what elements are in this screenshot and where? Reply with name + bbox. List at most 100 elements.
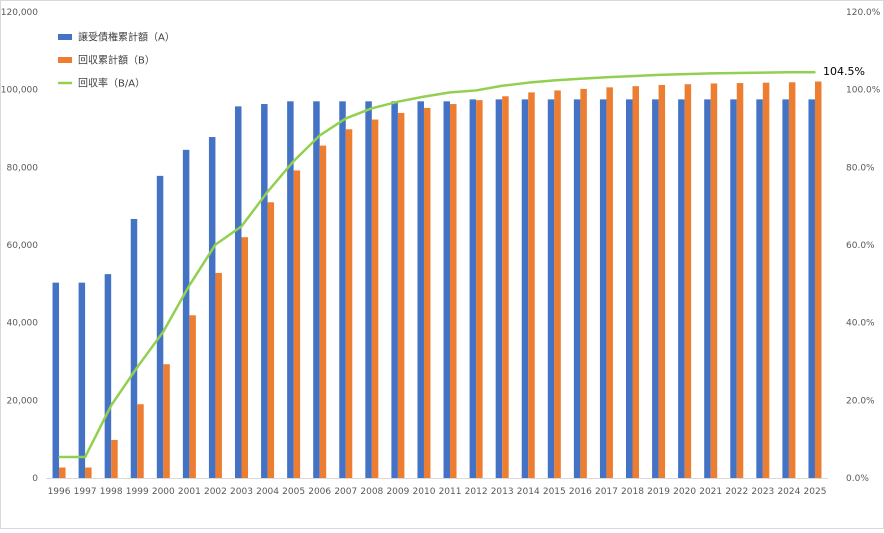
bar-series-a bbox=[78, 282, 86, 478]
x-tick-label: 2019 bbox=[647, 487, 670, 497]
x-tick-label: 1996 bbox=[48, 487, 71, 497]
bar-series-a bbox=[782, 99, 789, 479]
line-point bbox=[501, 84, 503, 87]
line-point bbox=[371, 107, 373, 110]
line-point bbox=[683, 73, 686, 75]
bar-series-b bbox=[450, 104, 457, 478]
bar-series-b bbox=[215, 272, 222, 478]
axis-layer: 0 20,000 40,000 60,000 80,000 100,000 120,000 0… bbox=[1, 8, 881, 497]
x-tick-label: 2004 bbox=[256, 487, 279, 497]
x-tick-label: 2001 bbox=[178, 487, 201, 497]
line-point bbox=[788, 71, 790, 73]
y-right-tick-label: 120.0% bbox=[846, 8, 881, 18]
line-point bbox=[762, 71, 764, 74]
line-point bbox=[735, 72, 738, 74]
bar-series-a bbox=[808, 99, 815, 479]
bar-series-a bbox=[313, 101, 320, 478]
x-tick-label: 2010 bbox=[413, 487, 436, 497]
y-right-tick-label: 100.0% bbox=[846, 86, 881, 96]
bar-series-a bbox=[652, 99, 659, 479]
bar-series-b bbox=[267, 202, 275, 478]
legend-label: 回収累計額（B） bbox=[78, 54, 155, 67]
x-tick-label: 2005 bbox=[282, 487, 305, 497]
line-point bbox=[814, 71, 816, 73]
bar-series-a bbox=[156, 175, 164, 478]
bar-series-a bbox=[573, 99, 581, 479]
bar-series-b bbox=[397, 112, 405, 478]
bar-series-b bbox=[163, 364, 170, 478]
y-right-tick-label: 60.0% bbox=[846, 241, 875, 251]
bar-series-a bbox=[261, 104, 268, 478]
x-tick-label: 2020 bbox=[673, 487, 696, 497]
legend: 譲受債権累計額（A） 回収累計額（B） 回収率（B/A） bbox=[58, 31, 175, 90]
x-tick-label: 2023 bbox=[751, 487, 774, 497]
bar-series-b bbox=[189, 315, 196, 478]
bar-series-a bbox=[443, 101, 451, 478]
bar-series-b bbox=[788, 82, 796, 478]
x-tick-label: 2016 bbox=[569, 487, 592, 497]
bar-series-a bbox=[599, 99, 607, 479]
bar-series-b bbox=[293, 170, 301, 478]
x-tick-label: 2008 bbox=[360, 487, 383, 497]
line-point bbox=[475, 89, 477, 92]
bar-series-b bbox=[502, 96, 509, 479]
line-point bbox=[318, 134, 321, 137]
y-left-tick-label: 40,000 bbox=[7, 319, 39, 329]
line-layer: 104.5% bbox=[58, 65, 865, 459]
bar-series-a bbox=[235, 106, 242, 479]
bar-series-a bbox=[730, 99, 737, 479]
y-right-tick-label: 80.0% bbox=[846, 163, 875, 173]
bar-series-b bbox=[710, 83, 718, 478]
line-point bbox=[240, 225, 243, 228]
x-tick-label: 1999 bbox=[126, 487, 149, 497]
line-point bbox=[449, 91, 451, 94]
bar-series-a bbox=[182, 149, 190, 479]
x-tick-label: 2025 bbox=[804, 487, 827, 497]
bar-series-b bbox=[319, 145, 327, 478]
bar-series-a bbox=[287, 101, 294, 478]
bar-series-a bbox=[704, 99, 711, 479]
bar-series-b bbox=[528, 92, 535, 478]
y-left-tick-label: 80,000 bbox=[7, 163, 39, 173]
x-tick-label: 1997 bbox=[74, 487, 97, 497]
bar-series-a bbox=[547, 99, 555, 479]
line-point bbox=[162, 330, 165, 333]
bar-series-b bbox=[85, 467, 92, 478]
line-end-data-label: 104.5% bbox=[823, 65, 865, 78]
bar-series-b bbox=[684, 84, 692, 478]
line-point bbox=[136, 366, 139, 369]
bar-series-b bbox=[580, 88, 587, 478]
bar-series-a bbox=[417, 101, 424, 478]
y-left-tick-label: 60,000 bbox=[7, 241, 39, 251]
legend-label: 譲受債権累計額（A） bbox=[78, 31, 175, 44]
x-tick-label: 2012 bbox=[465, 487, 488, 497]
bar-series-a bbox=[626, 99, 633, 479]
bar-series-b bbox=[658, 85, 666, 478]
legend-swatch bbox=[58, 34, 72, 40]
bar-series-a bbox=[469, 99, 477, 479]
x-tick-label: 2021 bbox=[699, 487, 722, 497]
line-point bbox=[110, 404, 112, 407]
bar-series-b bbox=[423, 107, 431, 479]
x-tick-label: 2015 bbox=[543, 487, 566, 497]
bar-series-b bbox=[606, 87, 613, 478]
x-tick-label: 2011 bbox=[439, 487, 462, 497]
x-tick-label: 2022 bbox=[725, 487, 748, 497]
bar-series-a bbox=[104, 274, 112, 479]
x-tick-label: 2014 bbox=[517, 487, 540, 497]
bar-series-a bbox=[391, 101, 398, 478]
y-left-tick-label: 120,000 bbox=[1, 8, 38, 18]
line-point bbox=[214, 243, 217, 246]
x-tick-label: 2018 bbox=[621, 487, 644, 497]
x-tick-label: 2000 bbox=[152, 487, 175, 497]
bar-series-b bbox=[111, 439, 118, 478]
legend-swatch bbox=[58, 57, 72, 63]
line-point bbox=[58, 456, 60, 458]
x-tick-label: 2006 bbox=[308, 487, 331, 497]
line-point bbox=[188, 284, 191, 287]
line-series-recovery-rate bbox=[59, 70, 815, 459]
x-tick-label: 2024 bbox=[777, 487, 800, 497]
bar-series-b bbox=[762, 82, 770, 479]
line-point bbox=[657, 74, 660, 76]
